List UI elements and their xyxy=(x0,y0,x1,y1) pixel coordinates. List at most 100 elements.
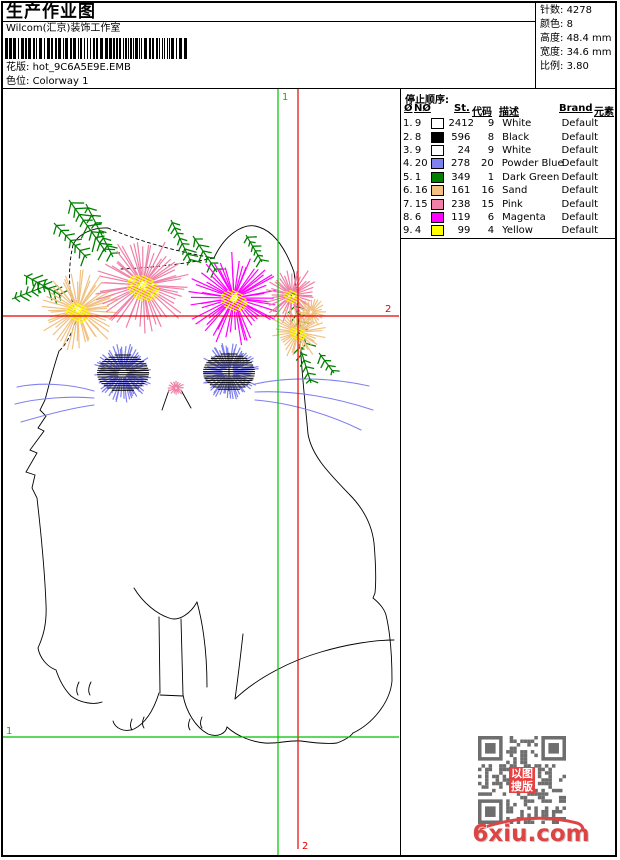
stat-colors: 颜色: 8 xyxy=(540,19,573,30)
row-brand: Default xyxy=(561,144,599,156)
pattern-label: 花版: xyxy=(6,62,30,73)
row-needle: 9 xyxy=(414,144,422,156)
row-needle: 4 xyxy=(414,225,422,237)
row-index: 1. xyxy=(403,118,413,130)
row-index: 6. xyxy=(403,185,413,197)
color-swatch xyxy=(430,131,449,143)
row-brand: Default xyxy=(561,158,599,170)
flower-crown xyxy=(11,199,340,403)
color-swatch xyxy=(430,211,449,223)
col-elem: 元素 xyxy=(594,107,614,118)
design-preview: 1 2 1 2 xyxy=(3,89,400,855)
thread-color-row: 8. 6 119 6 Magenta Default xyxy=(403,211,615,224)
row-description: Yellow xyxy=(502,225,533,237)
row-stitches: 119 xyxy=(451,211,471,223)
thread-color-row: 2. 8 596 8 Black Default xyxy=(403,130,615,143)
pattern-file-line: 花版: hot_9C6A5E9E.EMB xyxy=(6,62,131,74)
row-description: Pink xyxy=(502,198,523,210)
row-index: 8. xyxy=(403,211,413,223)
row-stitches: 349 xyxy=(451,171,471,183)
color-swatch xyxy=(430,118,449,130)
header-divider xyxy=(3,88,615,89)
stat-height: 高度: 48.4 mm xyxy=(540,33,612,44)
row-index: 9. xyxy=(403,225,413,237)
guide-label-2-right: 2 xyxy=(385,304,391,315)
registration-guides: 1 2 1 2 xyxy=(3,89,399,855)
color-swatch xyxy=(430,225,449,237)
row-stitches: 278 xyxy=(450,158,471,170)
row-description: Magenta xyxy=(502,211,546,223)
col-code: 代码 xyxy=(472,107,492,118)
thread-color-row: 6. 16 161 16 Sand Default xyxy=(403,184,615,197)
thread-color-row: 1. 9 2412 9 White Default xyxy=(403,117,615,130)
row-needle: 9 xyxy=(414,118,422,130)
thread-color-row: 5. 1 349 1 Dark Green Default xyxy=(403,171,615,184)
col-n0: NØ xyxy=(414,103,431,114)
row-code: 8 xyxy=(487,131,495,143)
row-description: Black xyxy=(502,131,530,143)
table-bottom-border xyxy=(401,238,615,239)
embroidery-design-cat: 1 2 1 2 xyxy=(3,89,399,855)
stat-stitches: 针数: 4278 xyxy=(540,5,593,16)
row-brand: Default xyxy=(561,225,599,237)
row-needle: 16 xyxy=(414,185,428,197)
colorway-value: Colorway 1 xyxy=(32,76,89,87)
row-stitches: 99 xyxy=(457,225,471,237)
row-index: 7. xyxy=(403,198,413,210)
row-stitches: 161 xyxy=(451,185,471,197)
row-index: 4. xyxy=(403,158,413,170)
row-description: White xyxy=(502,118,532,130)
row-index: 2. xyxy=(403,131,413,143)
cat-outline xyxy=(14,225,395,744)
row-stitches: 24 xyxy=(457,144,471,156)
guide-label-2-bottom: 2 xyxy=(302,841,308,852)
red-seal: 以图搜版 xyxy=(509,767,535,793)
row-code: 20 xyxy=(481,158,494,170)
guide-label-1-top: 1 xyxy=(282,92,288,103)
company-name: Wilcom(汇京)装饰工作室 xyxy=(6,23,121,34)
row-stitches: 238 xyxy=(451,198,471,210)
watermark-swoosh xyxy=(478,816,585,831)
row-code: 4 xyxy=(487,225,495,237)
row-brand: Default xyxy=(561,118,599,130)
stop-sequence-panel: 停止顺序: Ø NØ St. 代码 描述 Brand 元素 1. 9 2412 … xyxy=(400,89,615,855)
row-needle: 8 xyxy=(414,131,422,143)
pattern-value: hot_9C6A5E9E.EMB xyxy=(32,62,131,73)
row-needle: 15 xyxy=(414,198,428,210)
whiskers xyxy=(14,378,374,431)
row-code: 15 xyxy=(481,198,495,210)
row-description: White xyxy=(502,144,532,156)
color-swatch xyxy=(430,171,449,183)
row-index: 5. xyxy=(403,171,413,183)
design-stats-box: 针数: 4278 颜色: 8 高度: 48.4 mm 宽度: 34.6 mm 比… xyxy=(535,3,615,88)
barcode xyxy=(5,38,191,59)
stat-width: 宽度: 34.6 mm xyxy=(540,47,612,58)
row-code: 16 xyxy=(481,185,495,197)
guide-label-1-left: 1 xyxy=(6,726,12,737)
row-description: Dark Green xyxy=(502,171,560,183)
row-needle: 6 xyxy=(414,211,422,223)
col-brand: Brand xyxy=(559,103,593,114)
row-brand: Default xyxy=(561,185,599,197)
row-stitches: 2412 xyxy=(448,118,474,130)
thread-color-row: 4. 20 278 20 Powder Blue Default xyxy=(403,157,615,170)
col-hash: Ø xyxy=(404,103,413,114)
stop-sequence-title: 停止顺序: xyxy=(405,95,449,106)
row-index: 3. xyxy=(403,144,413,156)
row-brand: Default xyxy=(561,198,599,210)
row-description: Sand xyxy=(502,185,528,197)
col-desc: 描述 xyxy=(499,107,519,118)
row-brand: Default xyxy=(561,171,599,183)
row-needle: 20 xyxy=(414,158,428,170)
title-underline xyxy=(3,21,536,22)
col-st: St. xyxy=(454,103,470,114)
color-swatch xyxy=(430,185,449,197)
row-code: 1 xyxy=(487,171,495,183)
row-brand: Default xyxy=(561,211,599,223)
colorway-label: 色位: xyxy=(6,76,30,87)
thread-color-row: 3. 9 24 9 White Default xyxy=(403,144,615,157)
row-code: 6 xyxy=(487,211,495,223)
stat-scale: 比例: 3.80 xyxy=(540,61,589,72)
row-brand: Default xyxy=(561,131,599,143)
